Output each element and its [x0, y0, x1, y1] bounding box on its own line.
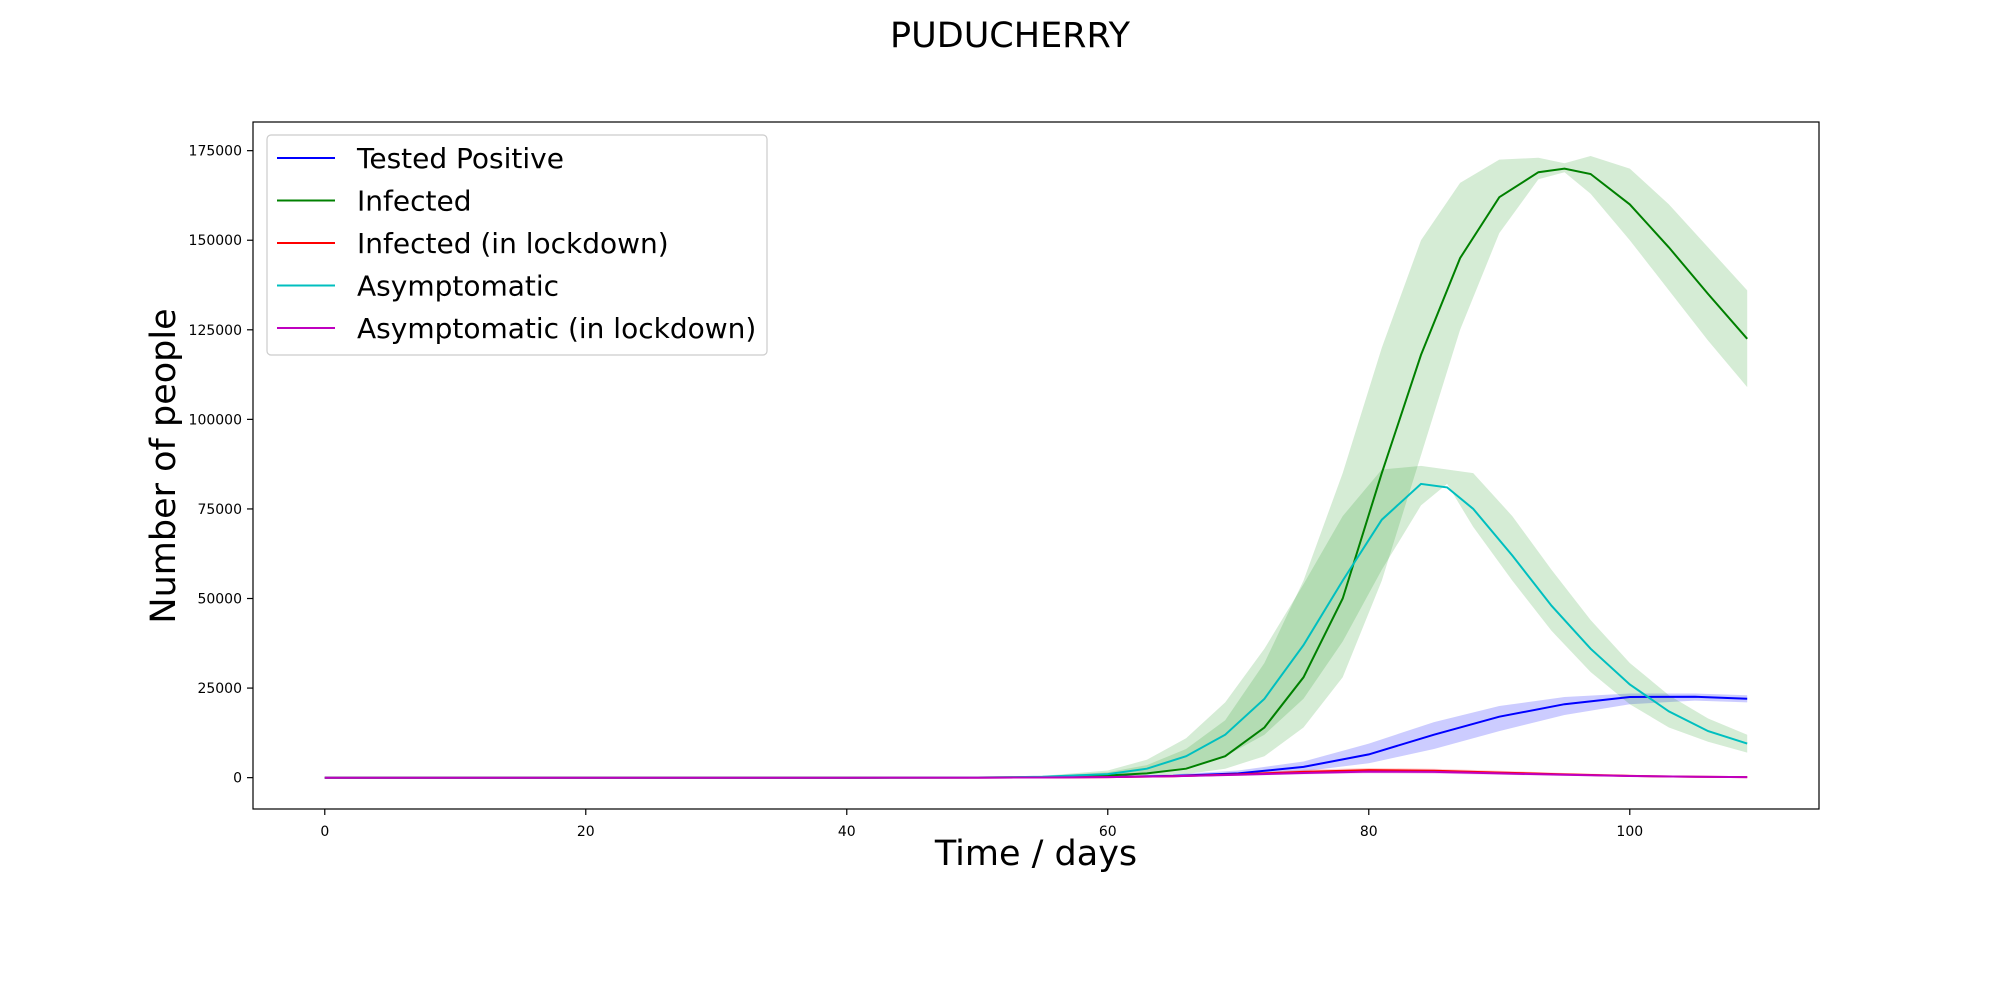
- y-tick-label: 125000: [189, 323, 242, 339]
- y-tick-label: 25000: [197, 681, 242, 697]
- y-tick-label: 150000: [189, 233, 242, 249]
- x-tick-label: 40: [838, 824, 856, 840]
- y-tick-label: 175000: [189, 144, 242, 160]
- legend-label-infected: Infected: [357, 185, 471, 218]
- legend-label-asymptomatic-in-lockdown: Asymptomatic (in lockdown): [357, 312, 756, 345]
- x-tick-label: 100: [1616, 824, 1643, 840]
- legend-box: [266, 134, 768, 356]
- asymptomatic-line: [324, 482, 1748, 779]
- chart-title: PUDUCHERRY: [890, 16, 1131, 56]
- legend-label-asymptomatic: Asymptomatic: [357, 270, 559, 303]
- legend-label-infected-in-lockdown: Infected (in lockdown): [357, 227, 669, 260]
- x-tick-label: 80: [1360, 824, 1378, 840]
- asymptomatic-band: [324, 465, 1748, 778]
- y-tick-label: 0: [233, 771, 242, 787]
- x-axis: 0 20 40 60 80 100: [320, 809, 1643, 840]
- y-axis: 0 25000 50000 75000 100000 125000 150000 175000: [189, 144, 253, 787]
- legend-label-tested-positive: Tested Positive: [356, 142, 564, 175]
- y-tick-label: 100000: [189, 412, 242, 428]
- x-tick-label: 0: [320, 824, 329, 840]
- y-axis-label: Number of people: [144, 308, 184, 623]
- y-tick-label: 50000: [197, 592, 242, 608]
- plot-frame: [252, 121, 1820, 810]
- series-lines: [324, 167, 1748, 779]
- asymptomatic-in-lockdown-line: [324, 770, 1748, 779]
- x-axis-label: Time / days: [934, 834, 1137, 874]
- x-tick-label: 60: [1099, 824, 1117, 840]
- x-tick-label: 20: [577, 824, 595, 840]
- legend: Tested Positive Infected Infected (in lock…: [266, 134, 768, 356]
- tested-positive-band: [324, 693, 1748, 778]
- legend-items: Tested Positive Infected Infected (in lock…: [277, 142, 756, 345]
- y-tick-label: 75000: [197, 502, 242, 518]
